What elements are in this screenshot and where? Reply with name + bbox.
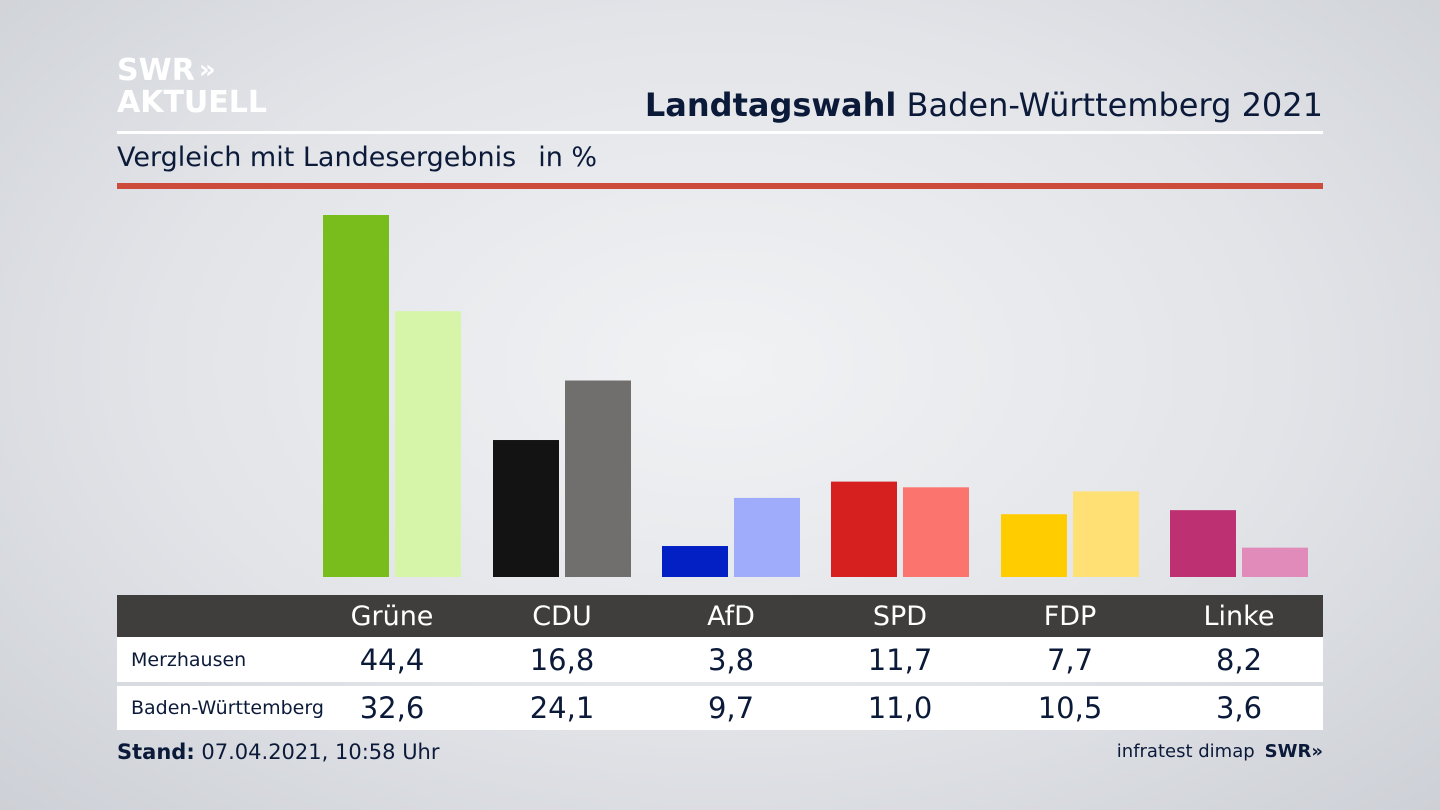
column-header-fdp: FDP [1043, 600, 1097, 632]
bar-grüne-baden-wuerttemberg [395, 311, 461, 577]
source-brand: SWR» [1265, 741, 1323, 762]
row-label: Baden-Württemberg [131, 697, 324, 719]
subtitle-unit: in % [538, 142, 598, 173]
row-label: Merzhausen [131, 648, 247, 671]
column-header-cdu: CDU [532, 600, 592, 632]
title-bold: Landtagswahl [644, 86, 897, 124]
logo-aktuell-text: AKTUELL [117, 84, 268, 120]
value-cell-afd: 3,8 [707, 642, 755, 677]
logo-swr-text: SWR [117, 52, 195, 88]
value-cell-linke: 8,2 [1215, 642, 1263, 677]
header-divider [117, 131, 1323, 134]
page-title: Landtagswahl Baden-Württemberg 2021 [645, 86, 1323, 124]
chart-subtitle: Vergleich mit Landesergebnis in % [117, 142, 597, 173]
value-cell-fdp: 7,7 [1046, 642, 1094, 677]
table-header-row: Grüne CDU AfD SPD FDP Linke [117, 595, 1323, 637]
timestamp: Stand: 07.04.2021, 10:58 Uhr [117, 740, 440, 764]
swr-aktuell-logo: SWR » AKTUELL [117, 54, 267, 118]
bar-grüne-merzhausen [323, 215, 389, 577]
results-table: Grüne CDU AfD SPD FDP Linke Merzhausen 44,4 16… [117, 595, 1323, 730]
bar-afd-baden-wuerttemberg [734, 497, 800, 577]
column-header-spd: SPD [872, 600, 928, 632]
source-credit: infratest dimap SWR» [1117, 741, 1323, 762]
bar-fdp-baden-wuerttemberg [1073, 491, 1139, 577]
value-cell-cdu: 24,1 [529, 691, 595, 725]
bar-linke-merzhausen [1170, 510, 1236, 577]
value-cell-grüne: 32,6 [359, 691, 425, 725]
source-text: infratest dimap [1116, 741, 1255, 762]
bar-fdp-merzhausen [1001, 514, 1067, 577]
value-cell-linke: 3,6 [1215, 691, 1263, 725]
table-row-merzhausen: Merzhausen 44,4 16,8 3,8 11,7 7,7 8,2 [117, 637, 1323, 682]
column-header-linke: Linke [1203, 600, 1275, 632]
bar-cdu-baden-wuerttemberg [565, 380, 631, 577]
value-cell-spd: 11,0 [867, 691, 933, 725]
bar-linke-baden-wuerttemberg [1242, 547, 1308, 577]
bar-spd-merzhausen [831, 481, 897, 577]
bar-afd-merzhausen [662, 546, 728, 577]
bar-spd-baden-wuerttemberg [903, 487, 969, 577]
title-rest: Baden-Württemberg 2021 [906, 86, 1324, 124]
source-brand-text: SWR [1264, 741, 1312, 762]
value-cell-spd: 11,7 [867, 642, 933, 677]
table-row-baden-wuerttemberg: Baden-Württemberg 32,6 24,1 9,7 11,0 10,5 3,6 [117, 686, 1323, 730]
column-header-grüne: Grüne [350, 600, 434, 632]
accent-divider [117, 183, 1323, 189]
value-cell-grüne: 44,4 [359, 642, 425, 677]
column-header-afd: AfD [707, 600, 755, 632]
source-chevrons-icon: » [1311, 741, 1323, 762]
subtitle-text: Vergleich mit Landesergebnis [117, 142, 517, 173]
value-cell-cdu: 16,8 [529, 642, 595, 677]
stand-value: 07.04.2021, 10:58 Uhr [201, 740, 440, 764]
value-cell-fdp: 10,5 [1037, 691, 1103, 725]
stand-label: Stand: [117, 740, 195, 764]
bar-cdu-merzhausen [493, 440, 559, 577]
value-cell-afd: 9,7 [707, 691, 755, 725]
